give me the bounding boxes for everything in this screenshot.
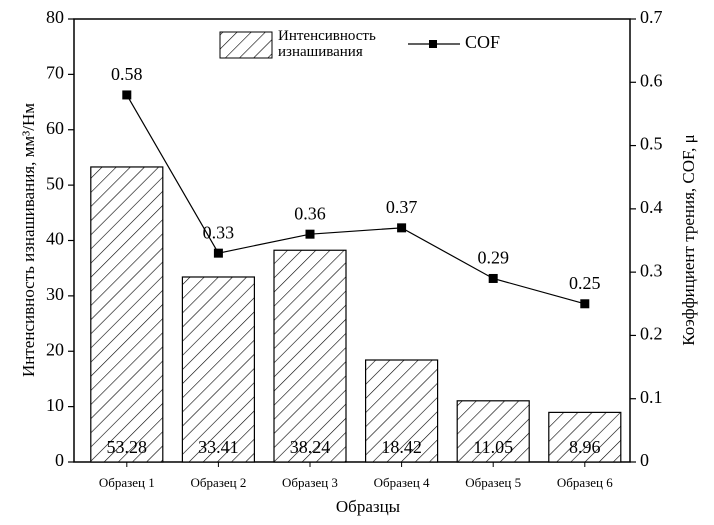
bar <box>90 166 164 463</box>
cof-value-label: 0.37 <box>386 197 418 217</box>
bar-value-label: 8.96 <box>569 437 601 457</box>
y-tick-label: 20 <box>46 339 64 359</box>
legend-label: COF <box>465 32 500 52</box>
cof-value-label: 0.29 <box>477 248 509 268</box>
y2-tick-label: 0.7 <box>640 7 663 27</box>
legend-marker <box>429 40 437 48</box>
y-axis-title: Интенсивность изнашивания, мм³/Нм <box>19 103 38 377</box>
y2-tick-label: 0.4 <box>640 197 663 217</box>
y-tick-label: 50 <box>46 173 64 193</box>
legend-label: Интенсивность изнашивания <box>278 28 376 60</box>
cof-marker <box>122 90 132 100</box>
bar-value-label: 33.41 <box>198 437 239 457</box>
x-tick-label: Образец 4 <box>374 475 430 490</box>
cof-value-label: 0.33 <box>203 222 235 242</box>
cof-marker <box>213 248 223 258</box>
bar-value-label: 11.05 <box>473 437 513 457</box>
x-tick-label: Образец 1 <box>99 475 155 490</box>
y-tick-label: 70 <box>46 63 64 83</box>
cof-marker <box>488 273 498 283</box>
cof-marker <box>397 223 407 233</box>
y2-tick-label: 0.6 <box>640 70 663 90</box>
bar <box>548 411 622 463</box>
bar <box>456 400 530 463</box>
y-tick-label: 60 <box>46 118 64 138</box>
cof-marker <box>580 299 590 309</box>
y2-tick-label: 0.3 <box>640 260 663 280</box>
legend-swatch <box>219 31 273 59</box>
cof-value-label: 0.25 <box>569 273 601 293</box>
y-tick-label: 40 <box>46 229 64 249</box>
y-tick-label: 0 <box>55 450 64 470</box>
x-tick-label: Образец 2 <box>190 475 246 490</box>
bar-value-label: 53.28 <box>107 437 148 457</box>
bar <box>273 249 347 463</box>
bar <box>365 359 439 463</box>
bar <box>181 276 255 463</box>
y2-axis-title: Коэффициент трения, COF, μ <box>679 134 698 345</box>
y2-tick-label: 0.2 <box>640 324 663 344</box>
y-tick-label: 10 <box>46 395 64 415</box>
bar-value-label: 38.24 <box>290 437 331 457</box>
x-tick-label: Образец 3 <box>282 475 338 490</box>
y2-tick-label: 0.1 <box>640 387 663 407</box>
cof-value-label: 0.58 <box>111 64 143 84</box>
x-tick-label: Образец 5 <box>465 475 521 490</box>
x-axis-title: Образцы <box>336 497 401 516</box>
cof-value-label: 0.36 <box>294 203 326 223</box>
y2-tick-label: 0 <box>640 450 649 470</box>
cof-line <box>126 94 585 305</box>
y2-tick-label: 0.5 <box>640 134 663 154</box>
y-tick-label: 80 <box>46 7 64 27</box>
cof-marker <box>305 229 315 239</box>
bar-value-label: 18.42 <box>381 437 422 457</box>
x-tick-label: Образец 6 <box>557 475 613 490</box>
y-tick-label: 30 <box>46 284 64 304</box>
